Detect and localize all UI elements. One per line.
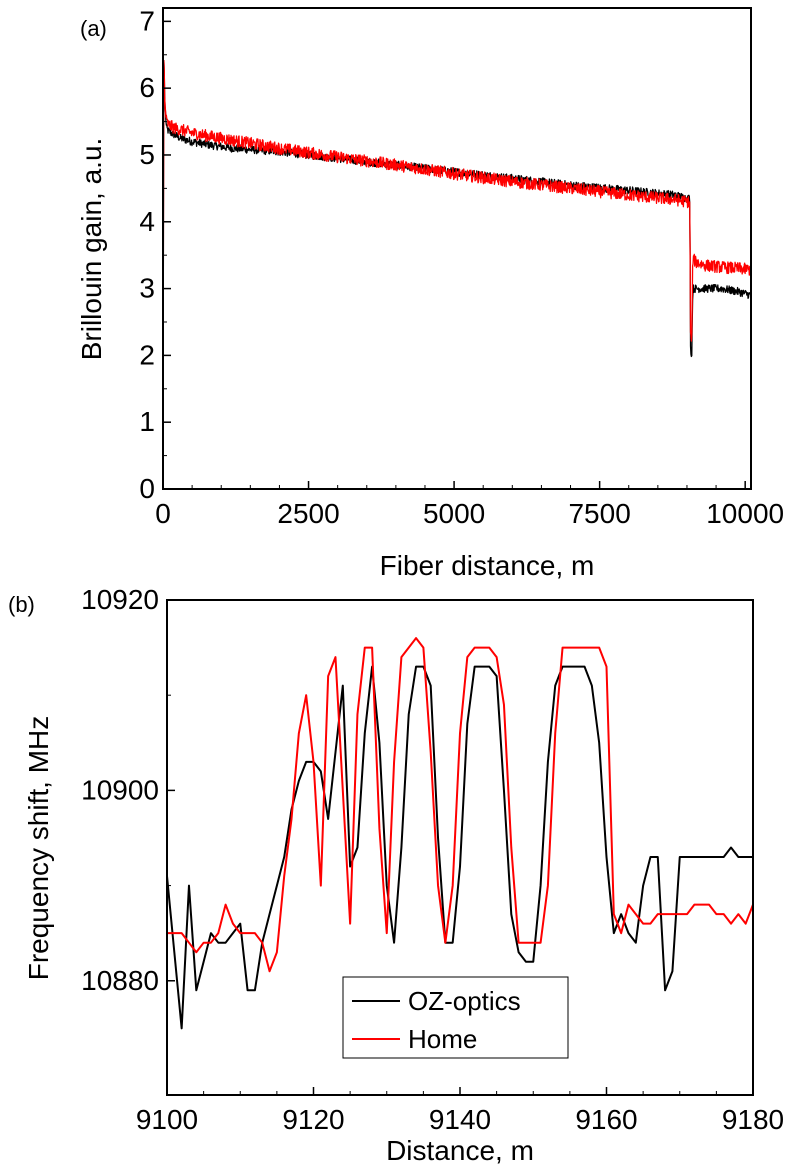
panel-a-brillouin-gain: 0 2500 5000 7500 10000 0 1 2 3 4 5 6 7 (a) Fiber di… [76, 5, 784, 581]
panel-b-y-tick-label: 10900 [81, 774, 159, 805]
panel-a-y-axis-label: Brillouin gain, a.u. [76, 138, 107, 361]
panel-a-series-1-line [162, 59, 752, 490]
panel-b-y-tick-label: 10880 [81, 965, 159, 996]
panel-b-x-ticks: 9100 9120 9140 9160 9180 [136, 1087, 784, 1135]
legend-box [342, 976, 569, 1059]
panel-b-frequency-shift: 9100 9120 9140 9160 9180 10880 10900 10920 (b)… [8, 584, 784, 1166]
panel-a-series-group [162, 59, 752, 490]
panel-b-series-0-line [166, 665, 753, 1030]
panel-b-legend: OZ-optics Home [342, 976, 569, 1059]
panel-a-x-tick-label: 10000 [706, 498, 784, 529]
panel-a-plot-frame [162, 7, 752, 490]
panel-b-x-axis-label: Distance, m [386, 1135, 534, 1166]
panel-a-x-tick-label: 2500 [277, 498, 339, 529]
panel-a-y-tick-label: 5 [139, 139, 155, 170]
panel-a-x-tick-label: 5000 [423, 498, 485, 529]
panel-b-x-tick-label: 9120 [282, 1104, 344, 1135]
panel-b-series-group [166, 637, 754, 1030]
panel-a-y-tick-label: 7 [139, 5, 155, 36]
panel-b-y-tick-label: 10920 [81, 584, 159, 615]
panel-a-y-tick-label: 1 [139, 406, 155, 437]
panel-b-y-axis-label: Frequency shift, MHz [23, 716, 54, 981]
panel-b-x-tick-label: 9140 [429, 1104, 491, 1135]
panel-a-label: (a) [80, 16, 107, 41]
panel-a-y-tick-label: 0 [139, 473, 155, 504]
panel-a-y-tick-label: 3 [139, 273, 155, 304]
panel-b-y-ticks: 10880 10900 10920 [81, 584, 175, 996]
panel-a-y-ticks: 0 1 2 3 4 5 6 7 [139, 5, 171, 504]
panel-a-x-tick-label: 7500 [568, 498, 630, 529]
panel-b-x-tick-label: 9160 [575, 1104, 637, 1135]
panel-a-y-tick-label: 4 [139, 206, 155, 237]
panel-a-x-axis-label: Fiber distance, m [380, 550, 595, 581]
panel-b-x-tick-label: 9100 [136, 1104, 198, 1135]
panel-b-x-tick-label: 9180 [722, 1104, 784, 1135]
panel-a-y-tick-label: 2 [139, 339, 155, 370]
panel-b-series-1-line [167, 637, 754, 973]
panel-a-x-ticks: 0 2500 5000 7500 10000 [155, 481, 784, 529]
panel-a-y-tick-label: 6 [139, 72, 155, 103]
legend-label-oz-optics: OZ-optics [408, 986, 521, 1016]
panel-a-series-0-line [162, 59, 752, 490]
panel-a-x-tick-label: 0 [155, 498, 171, 529]
legend-label-home: Home [408, 1024, 477, 1054]
panel-b-label: (b) [8, 592, 35, 617]
